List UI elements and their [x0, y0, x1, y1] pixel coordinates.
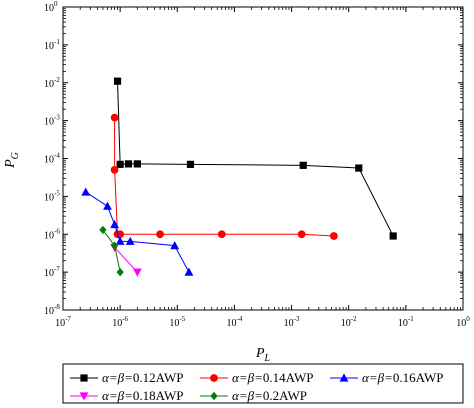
y-tick-label: 10-2	[44, 76, 60, 90]
legend-box	[62, 363, 464, 404]
x-tick-label: 10-5	[169, 315, 185, 329]
legend-entry: α=β=0.12AWP	[70, 370, 183, 385]
data-point	[156, 230, 164, 239]
x-tick-label: 10-2	[341, 315, 357, 329]
series-line	[114, 247, 138, 273]
x-axis-label: PL	[255, 346, 271, 364]
legend-label: α=β=0.16AWP	[362, 370, 443, 385]
x-tick-label: 10-4	[227, 315, 243, 329]
legend-marker	[210, 391, 218, 401]
y-axis-label: PG	[3, 152, 21, 169]
data-point	[297, 230, 306, 239]
x-tick-label: 10-6	[112, 315, 128, 329]
series-diamond	[99, 225, 124, 277]
data-point	[81, 187, 91, 196]
data-point	[111, 241, 119, 250]
data-point	[116, 267, 124, 277]
legend-marker	[80, 374, 88, 382]
data-point	[110, 166, 119, 174]
data-point	[99, 225, 107, 235]
x-tick-label: 10-7	[55, 315, 71, 329]
series-triangle-up	[81, 187, 194, 276]
x-tick-label: 100	[456, 315, 470, 329]
series-line	[114, 117, 334, 237]
x-tick-label: 10-1	[398, 315, 414, 329]
series-circle	[110, 113, 338, 240]
data-point	[184, 267, 194, 276]
y-tick-label: 10-4	[44, 152, 60, 166]
plot-frame	[62, 6, 464, 311]
legend-entry: α=β=0.18AWP	[70, 388, 183, 403]
legend: α=β=0.12AWP α=β=0.14AWP α=β=0.16AWP α=β=0.1…	[62, 363, 464, 404]
y-tick-label: 10-3	[44, 114, 60, 128]
data-point	[389, 232, 397, 240]
y-tick-label: 10-7	[44, 265, 60, 279]
y-tick-label: 10-1	[44, 38, 60, 52]
legend-entry: α=β=0.14AWP	[200, 370, 313, 385]
series-layer	[81, 77, 397, 277]
legend-entry: α=β=0.2AWP	[200, 388, 307, 403]
data-point	[133, 160, 141, 168]
y-tick-label: 10-8	[44, 303, 60, 317]
x-tick-label: 10-3	[284, 315, 300, 329]
data-point	[110, 219, 120, 229]
data-point	[103, 201, 112, 210]
data-point	[115, 236, 125, 245]
legend-marker	[79, 392, 89, 401]
y-tick-label: 10-5	[44, 189, 60, 203]
legend-label: α=β=0.14AWP	[232, 370, 313, 385]
data-point	[299, 161, 307, 169]
legend-entry: α=β=0.16AWP	[330, 370, 443, 385]
data-point	[124, 160, 133, 168]
y-tick-label: 10-6	[44, 227, 60, 241]
data-point	[132, 268, 142, 277]
data-point	[355, 164, 363, 172]
data-point	[110, 113, 119, 122]
axis-labels: PL PG	[3, 152, 271, 364]
series-line	[117, 81, 394, 237]
legend-marker	[210, 374, 218, 382]
axes: 10-7 10-6 10-5 10-4 10-3 10-2 10-1 10010-810-71…	[44, 0, 470, 329]
data-point	[170, 241, 180, 250]
series-square	[113, 77, 397, 240]
data-point	[217, 230, 226, 239]
legend-label: α=β=0.12AWP	[102, 370, 183, 385]
legend-label: α=β=0.2AWP	[232, 388, 307, 403]
legend-label: α=β=0.18AWP	[102, 388, 183, 403]
data-point	[113, 77, 122, 85]
data-point	[116, 160, 124, 168]
y-tick-label: 100	[44, 0, 58, 14]
data-point	[329, 232, 338, 240]
data-point	[186, 160, 195, 168]
legend-marker	[339, 373, 349, 382]
data-point	[125, 236, 135, 245]
